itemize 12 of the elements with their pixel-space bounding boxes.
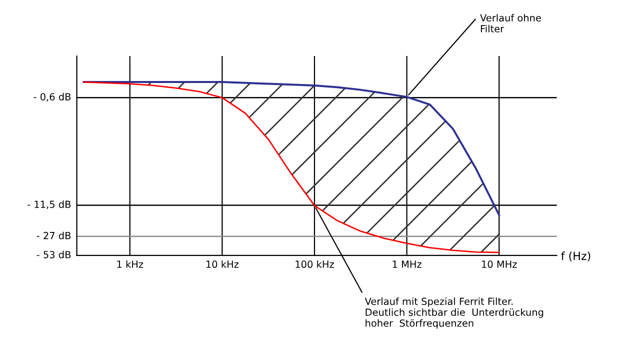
ref-line-label: - 0,6 dB — [34, 92, 71, 102]
x-tick-label: 100 kHz — [296, 260, 334, 268]
ref-line-label: - 27 dB — [36, 232, 71, 240]
x-axis-title: f (Hz) — [561, 252, 590, 262]
ref-line-label: - 53 dB — [36, 250, 71, 258]
x-tick-label: 1 kHz — [117, 260, 144, 268]
x-tick-label: 10 MHz — [482, 260, 517, 268]
annotation: Verlauf ohne Filter — [480, 14, 541, 32]
x-tick-label: 10 kHz — [206, 260, 239, 268]
annotation: Verlauf mit Spezial Ferrit Filter. Deutlich sichtbar die Unterdrückung hoher Störfrequenzen — [364, 298, 544, 329]
x-tick-label: 1 MHz — [392, 260, 422, 268]
ref-line-label: - 11,5 dB — [28, 200, 71, 210]
